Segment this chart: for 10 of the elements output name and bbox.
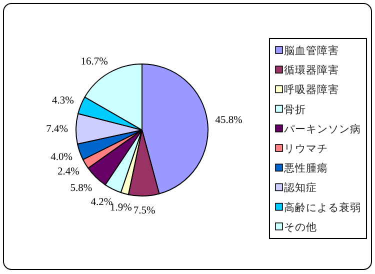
legend-label: 循環器障害 <box>284 64 339 77</box>
legend-label: 悪性腫瘍 <box>283 162 328 175</box>
legend-label: その他 <box>284 221 317 234</box>
legend-label: リウマチ <box>284 143 328 155</box>
legend-label: パーキンソン病 <box>283 122 361 136</box>
legend-label: 脳血管障害 <box>284 44 339 57</box>
legend-label: 呼吸器障害 <box>284 83 339 96</box>
legend-label: 骨折 <box>284 104 306 116</box>
legend-label: 認知症 <box>284 181 317 194</box>
legend-label: 高齢による衰弱 <box>284 200 361 214</box>
